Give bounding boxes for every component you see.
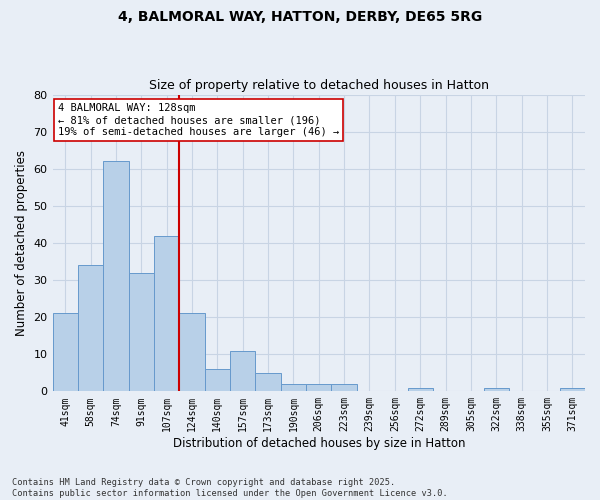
Title: Size of property relative to detached houses in Hatton: Size of property relative to detached ho…	[149, 79, 489, 92]
Text: Contains HM Land Registry data © Crown copyright and database right 2025.
Contai: Contains HM Land Registry data © Crown c…	[12, 478, 448, 498]
Bar	[154, 236, 179, 392]
Bar	[179, 314, 205, 392]
Bar	[331, 384, 357, 392]
Y-axis label: Number of detached properties: Number of detached properties	[15, 150, 28, 336]
Bar	[230, 350, 256, 392]
Bar	[53, 314, 78, 392]
Bar	[205, 369, 230, 392]
Bar	[281, 384, 306, 392]
Bar	[560, 388, 585, 392]
Bar	[256, 373, 281, 392]
Bar	[103, 162, 128, 392]
Bar	[306, 384, 331, 392]
Text: 4 BALMORAL WAY: 128sqm
← 81% of detached houses are smaller (196)
19% of semi-de: 4 BALMORAL WAY: 128sqm ← 81% of detached…	[58, 104, 339, 136]
Bar	[407, 388, 433, 392]
Text: 4, BALMORAL WAY, HATTON, DERBY, DE65 5RG: 4, BALMORAL WAY, HATTON, DERBY, DE65 5RG	[118, 10, 482, 24]
X-axis label: Distribution of detached houses by size in Hatton: Distribution of detached houses by size …	[173, 437, 465, 450]
Bar	[484, 388, 509, 392]
Bar	[128, 272, 154, 392]
Bar	[78, 265, 103, 392]
